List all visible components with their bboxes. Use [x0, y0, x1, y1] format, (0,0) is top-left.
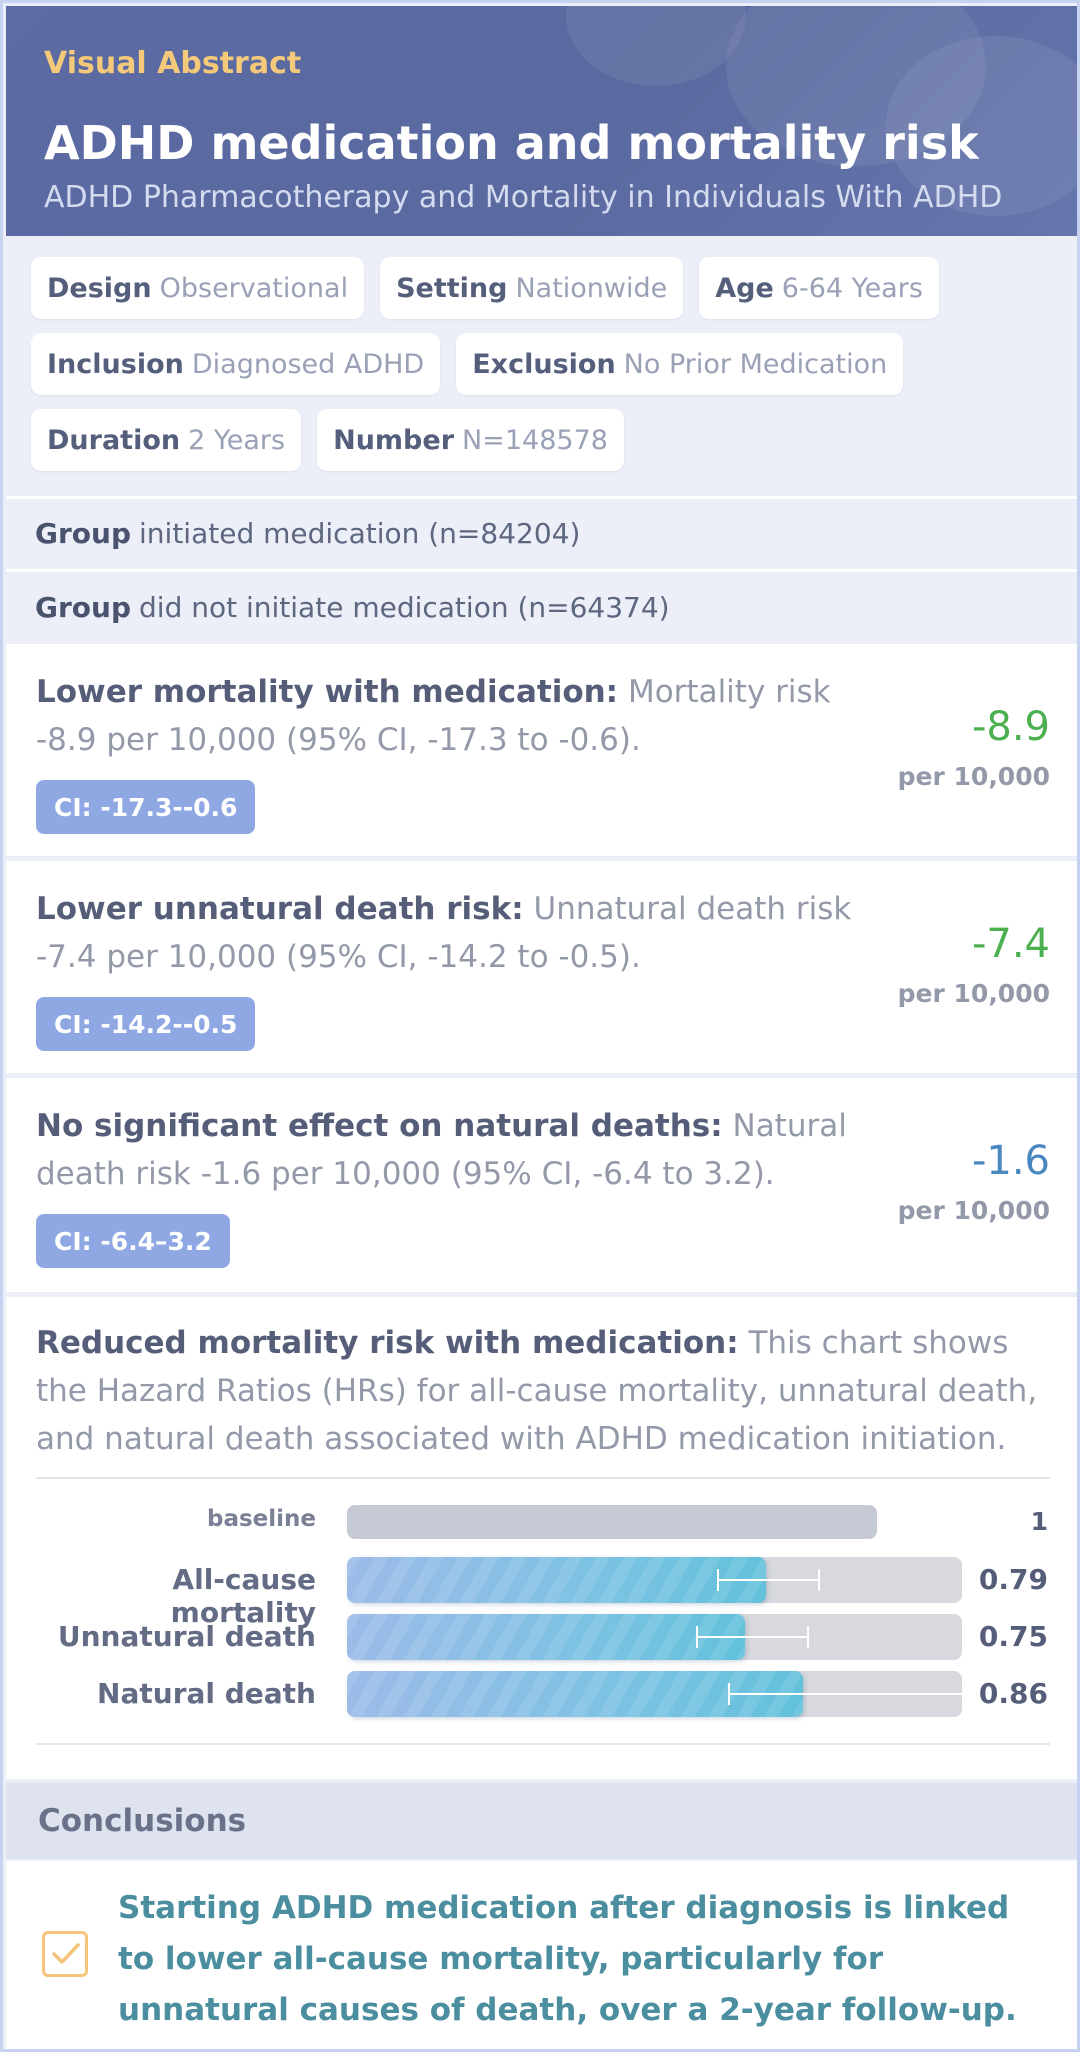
- group-key: Group: [35, 591, 132, 624]
- conclusion-text: Starting ADHD medication after diagnosis…: [118, 1890, 1017, 2028]
- hazard-ratio-chart-card: Reduced mortality risk with medication: …: [6, 1297, 1077, 1779]
- result-text: Lower mortality with medication: Mortali…: [36, 668, 896, 764]
- bar-label: All-cause mortality: [170, 1563, 316, 1629]
- baseline-value: 1: [1030, 1507, 1048, 1536]
- header-eyebrow: Visual Abstract: [44, 46, 302, 81]
- decorative-blob: [566, 6, 746, 86]
- tag-value: N=148578: [462, 424, 608, 456]
- checkbox-icon: [42, 1931, 88, 1977]
- bar-value: 0.79: [978, 1563, 1048, 1596]
- tag-setting: Setting Nationwide: [380, 257, 684, 319]
- error-cap-low: [717, 1569, 720, 1591]
- result-card-mortality: Lower mortality with medication: Mortali…: [6, 644, 1077, 856]
- tag-key: Design: [47, 272, 152, 304]
- bar-value: 0.86: [978, 1677, 1048, 1710]
- bar: [347, 1557, 766, 1603]
- result-detail: Natural death risk -1.6 per 10,000 (95% …: [36, 1108, 847, 1192]
- group-key: Group: [35, 517, 132, 550]
- result-card-unnatural: Lower unnatural death risk: Unnatural de…: [6, 861, 1077, 1073]
- tag-key: Age: [715, 272, 774, 304]
- result-lead: Lower mortality with medication:: [36, 674, 619, 710]
- error-bar: [718, 1579, 819, 1581]
- tag-value: Observational: [159, 272, 349, 304]
- conclusions-heading: Conclusions: [38, 1803, 247, 1839]
- conclusions-header: Conclusions: [6, 1783, 1077, 1859]
- group-value: did not initiate medication (n=64374): [139, 591, 670, 624]
- baseline-label: baseline: [206, 1506, 316, 1532]
- tag-value: Nationwide: [515, 272, 668, 304]
- divider: [6, 569, 1077, 572]
- result-unit: per 10,000: [897, 979, 1050, 1008]
- tag-exclusion: Exclusion No Prior Medication: [456, 333, 904, 395]
- tag-key: Setting: [396, 272, 508, 304]
- tag-key: Duration: [47, 424, 181, 456]
- bar: [347, 1614, 745, 1660]
- chart-lead: Reduced mortality risk with medication:: [36, 1325, 739, 1361]
- tag-key: Number: [333, 424, 455, 456]
- group-value: initiated medication (n=84204): [139, 517, 581, 550]
- result-unit: per 10,000: [897, 762, 1050, 791]
- tag-value: 2 Years: [188, 424, 286, 456]
- tag-number: Number N=148578: [317, 409, 624, 471]
- tag-inclusion: Inclusion Diagnosed ADHD: [31, 333, 441, 395]
- bar: [347, 1671, 803, 1717]
- tag-value: No Prior Medication: [623, 348, 888, 380]
- bar-track: [347, 1614, 962, 1660]
- tag-value: Diagnosed ADHD: [191, 348, 425, 380]
- tag-duration: Duration 2 Years: [31, 409, 302, 471]
- group-row-2: Group did not initiate medication (n=6437…: [35, 591, 670, 624]
- study-tags: Design Observational Setting Nationwide Ag…: [31, 257, 1061, 471]
- error-cap-low: [695, 1626, 698, 1648]
- tag-design: Design Observational: [31, 257, 365, 319]
- header: Visual Abstract ADHD medication and mort…: [6, 6, 1077, 236]
- result-lead: Lower unnatural death risk:: [36, 891, 524, 927]
- result-text: No significant effect on natural deaths:…: [36, 1102, 896, 1198]
- group-row-1: Group initiated medication (n=84204): [35, 517, 580, 550]
- bar-label: Unnatural death: [57, 1620, 316, 1653]
- result-value: -1.6: [971, 1138, 1050, 1184]
- error-bar: [696, 1636, 809, 1638]
- result-unit: per 10,000: [897, 1196, 1050, 1225]
- chart-rule-bottom: [36, 1743, 1050, 1745]
- result-card-natural: No significant effect on natural deaths:…: [6, 1078, 1077, 1292]
- decorative-blob: [726, 6, 986, 166]
- tag-key: Exclusion: [472, 348, 616, 380]
- baseline-bar: [347, 1505, 878, 1539]
- chart-rule-top: [36, 1477, 1050, 1479]
- bar-value: 0.75: [978, 1620, 1048, 1653]
- chart-detail: This chart shows the Hazard Ratios (HRs)…: [36, 1325, 1038, 1457]
- ci-badge: CI: -17.3--0.6: [36, 780, 256, 834]
- conclusions-body: Starting ADHD medication after diagnosis…: [6, 1861, 1077, 2049]
- error-cap-high: [817, 1569, 820, 1591]
- result-lead: No significant effect on natural deaths:: [36, 1108, 723, 1144]
- error-cap-high: [807, 1626, 810, 1648]
- chart-description: Reduced mortality risk with medication: …: [36, 1319, 1046, 1463]
- bar-track: [347, 1671, 962, 1717]
- ci-badge: CI: -6.4–3.2: [36, 1214, 230, 1268]
- decorative-blob: [886, 36, 1077, 216]
- result-value: -7.4: [971, 921, 1050, 967]
- tag-value: 6-64 Years: [781, 272, 923, 304]
- result-detail: Unnatural death risk -7.4 per 10,000 (95…: [36, 891, 852, 975]
- result-value: -8.9: [971, 704, 1050, 750]
- page-subtitle: ADHD Pharmacotherapy and Mortality in In…: [44, 180, 1003, 215]
- error-cap-low: [727, 1683, 730, 1705]
- error-bar: [728, 1693, 962, 1695]
- ci-badge: CI: -14.2--0.5: [36, 997, 256, 1051]
- result-text: Lower unnatural death risk: Unnatural de…: [36, 885, 896, 981]
- tag-key: Inclusion: [47, 348, 184, 380]
- page-title: ADHD medication and mortality risk: [44, 116, 979, 170]
- tag-age: Age 6-64 Years: [699, 257, 939, 319]
- bar-label: Natural death: [97, 1677, 316, 1710]
- result-detail: Mortality risk -8.9 per 10,000 (95% CI, …: [36, 674, 831, 758]
- divider: [6, 496, 1077, 499]
- bar-track: [347, 1557, 962, 1603]
